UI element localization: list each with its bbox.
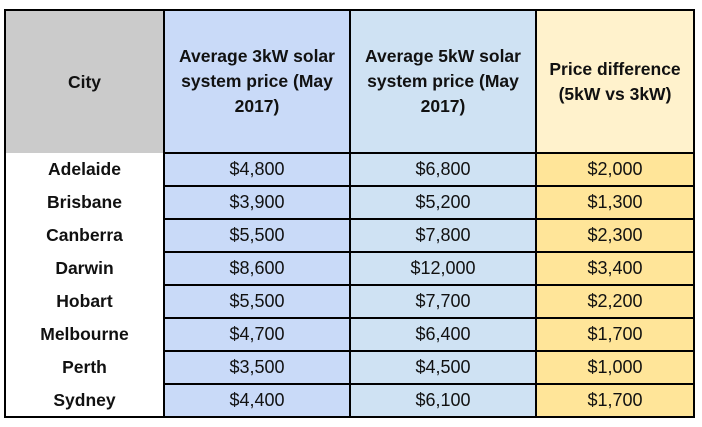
header-city: City	[5, 10, 164, 153]
solar-price-table: City Average 3kW solar system price (May…	[4, 9, 695, 418]
price-5kw-cell: $4,500	[349, 350, 536, 384]
city-cell: Adelaide	[5, 153, 164, 186]
price-difference-cell: $2,300	[535, 218, 694, 252]
table-row: Perth $3,500 $4,500 $1,000	[5, 350, 694, 384]
price-5kw-cell: $6,100	[349, 383, 536, 417]
table-row: Brisbane $3,900 $5,200 $1,300	[5, 185, 694, 219]
price-difference-cell: $1,700	[535, 383, 694, 417]
price-5kw-cell: $6,400	[349, 317, 536, 351]
price-5kw-cell: $6,800	[349, 152, 536, 186]
header-3kw-price: Average 3kW solar system price (May 2017…	[163, 10, 350, 153]
price-3kw-cell: $3,900	[163, 185, 350, 219]
price-5kw-cell: $12,000	[349, 251, 536, 285]
price-difference-cell: $1,000	[535, 350, 694, 384]
table-row: Hobart $5,500 $7,700 $2,200	[5, 284, 694, 318]
table-row: Darwin $8,600 $12,000 $3,400	[5, 251, 694, 285]
price-3kw-cell: $4,800	[163, 152, 350, 186]
header-price-difference: Price difference (5kW vs 3kW)	[535, 10, 694, 153]
price-3kw-cell: $5,500	[163, 218, 350, 252]
price-3kw-cell: $4,400	[163, 383, 350, 417]
price-difference-cell: $2,200	[535, 284, 694, 318]
table-row: Adelaide $4,800 $6,800 $2,000	[5, 152, 694, 186]
price-difference-cell: $1,700	[535, 317, 694, 351]
price-difference-cell: $1,300	[535, 185, 694, 219]
city-cell: Canberra	[5, 219, 164, 252]
price-3kw-cell: $5,500	[163, 284, 350, 318]
price-5kw-cell: $7,800	[349, 218, 536, 252]
city-cell: Brisbane	[5, 186, 164, 219]
price-5kw-cell: $5,200	[349, 185, 536, 219]
header-5kw-price: Average 5kW solar system price (May 2017…	[349, 10, 536, 153]
price-3kw-cell: $4,700	[163, 317, 350, 351]
table-row: Canberra $5,500 $7,800 $2,300	[5, 218, 694, 252]
price-3kw-cell: $3,500	[163, 350, 350, 384]
header-row: City Average 3kW solar system price (May…	[5, 10, 694, 153]
table-row: Melbourne $4,700 $6,400 $1,700	[5, 317, 694, 351]
price-3kw-cell: $8,600	[163, 251, 350, 285]
table-body: Adelaide $4,800 $6,800 $2,000 Brisbane $3,900…	[5, 152, 694, 417]
city-cell: Perth	[5, 351, 164, 384]
table-row: Sydney $4,400 $6,100 $1,700	[5, 383, 694, 417]
city-cell: Sydney	[5, 384, 164, 417]
city-cell: Melbourne	[5, 318, 164, 351]
city-cell: Hobart	[5, 285, 164, 318]
price-difference-cell: $2,000	[535, 152, 694, 186]
price-5kw-cell: $7,700	[349, 284, 536, 318]
city-cell: Darwin	[5, 252, 164, 285]
price-difference-cell: $3,400	[535, 251, 694, 285]
